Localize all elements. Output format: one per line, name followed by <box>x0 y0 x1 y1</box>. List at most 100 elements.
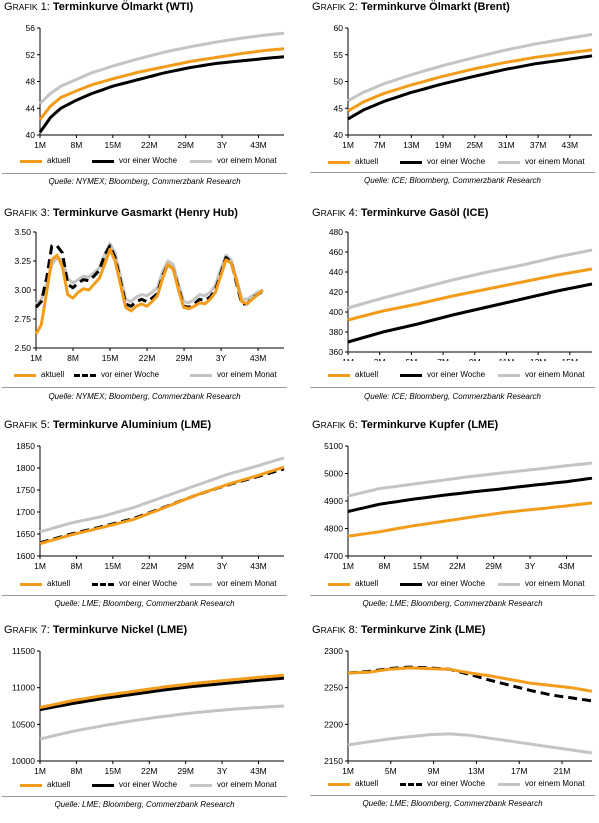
chart-title-text: Terminkurve Nickel (LME) <box>52 624 188 636</box>
series-line-aktuell <box>39 673 285 709</box>
series-line-aktuell <box>347 501 593 538</box>
chart-svg: 4700 4800 4900 5000 5100 1M 8M 15M 22M 29M 3Y 43M <box>324 441 593 571</box>
x-tick-label: 37M <box>530 140 547 150</box>
y-tick-label: 2150 <box>324 756 343 766</box>
x-tick-label: 15M <box>413 561 430 571</box>
series-line-aktuell <box>38 47 285 121</box>
series-line-vor-einer-woche <box>347 476 593 513</box>
chart-title-prefix-rest: RAFIK <box>12 420 38 430</box>
y-tick-label: 11000 <box>12 683 35 693</box>
x-tick-label: 7M <box>374 140 386 150</box>
divider <box>2 387 287 388</box>
y-tick-label: 1850 <box>16 441 35 451</box>
chart-title-number: 2: <box>345 1 361 13</box>
x-tick-label: 8M <box>71 561 83 571</box>
y-tick-label: 45 <box>334 103 344 113</box>
y-tick-label: 52 <box>26 50 36 60</box>
chart-title: GRAFIK 5: Terminkurve Aluminium (LME) <box>4 419 211 431</box>
y-tick-label: 56 <box>26 23 36 33</box>
y-tick-label: 3.00 <box>14 285 31 295</box>
y-tick-label: 2250 <box>324 683 343 693</box>
x-tick-label: 8M <box>379 561 391 571</box>
chart-title-prefix-rest: RAFIK <box>320 208 346 218</box>
legend-swatch <box>328 374 350 377</box>
chart-title-text: Terminkurve Aluminium (LME) <box>52 419 212 431</box>
y-tick-label: 1800 <box>16 463 35 473</box>
series-line-vor-einem-monat <box>347 248 593 310</box>
chart-title-prefix: G <box>4 419 13 431</box>
x-tick-label: 1M <box>342 561 354 571</box>
chart-title-prefix-rest: RAFIK <box>12 625 38 635</box>
chart-panel-4: GRAFIK 4: Terminkurve Gasöl (ICE) 360 380 4… <box>310 206 595 406</box>
series-line-aktuell <box>347 48 593 113</box>
chart-svg: 2.50 2.75 3.00 3.25 3.50 1M 8M 15M 22M 29M 3Y 43M <box>14 227 284 361</box>
legend-label: aktuell <box>355 370 379 379</box>
legend-label: vor einer Woche <box>101 370 160 379</box>
x-tick-label: 15M <box>105 766 122 776</box>
chart-title: GRAFIK 1: Terminkurve Ölmarkt (WTI) <box>4 1 193 13</box>
chart-title-text: Terminkurve Kupfer (LME) <box>360 419 499 431</box>
legend-swatch <box>190 583 212 586</box>
chart-panel-8: GRAFIK 8: Terminkurve Zink (LME) 2150 2200… <box>310 623 595 823</box>
y-tick-label: 3.50 <box>14 227 31 237</box>
chart-source: Quelle: NYMEX; Bloomberg, Commerzbank Re… <box>48 392 241 401</box>
legend-label: vor einer Woche <box>119 156 178 165</box>
legend-swatch <box>190 374 212 377</box>
chart-title-number: 1: <box>37 1 53 13</box>
x-tick-label: 43M <box>562 140 579 150</box>
x-tick-label: 15M <box>105 140 122 150</box>
chart-svg: 1600 1650 1700 1750 1800 1850 1M 8M 15M 22M 29M 3Y 4… <box>16 441 285 571</box>
legend-swatch <box>20 784 42 787</box>
y-tick-label: 1650 <box>16 529 35 539</box>
y-tick-label: 5000 <box>324 469 343 479</box>
chart-title: GRAFIK 3: Terminkurve Gasmarkt (Henry Hu… <box>4 207 238 219</box>
chart-source: Quelle: NYMEX; Bloomberg, Commerzbank Re… <box>48 177 241 186</box>
x-tick-label: 11M <box>498 357 514 361</box>
legend-swatch <box>92 160 114 163</box>
legend-label: aktuell <box>355 579 379 588</box>
chart-source: Quelle: LME; Bloomberg, Commerzbank Rese… <box>54 800 235 809</box>
chart-source: Quelle: ICE; Bloomberg, Commerzbank Rese… <box>364 392 541 401</box>
x-tick-label: 29M <box>176 353 193 361</box>
chart-panel-2: GRAFIK 2: Terminkurve Ölmarkt (Brent) 40 4… <box>310 0 595 200</box>
chart-source: Quelle: LME; Bloomberg, Commerzbank Rese… <box>362 799 543 808</box>
y-tick-label: 460 <box>329 247 343 257</box>
legend-swatch <box>328 161 350 164</box>
chart-title-prefix: G <box>312 207 321 219</box>
x-tick-label: 3Y <box>217 766 228 776</box>
series-line-vor-einer-woche <box>38 55 285 134</box>
y-tick-label: 2300 <box>324 646 343 656</box>
y-tick-label: 1750 <box>16 485 35 495</box>
x-tick-label: 29M <box>485 561 502 571</box>
legend-swatch <box>498 783 520 786</box>
x-tick-label: 43M <box>250 353 267 361</box>
chart-title: GRAFIK 8: Terminkurve Zink (LME) <box>312 624 485 636</box>
x-tick-label: 29M <box>177 561 194 571</box>
y-tick-label: 440 <box>329 267 343 277</box>
chart-title: GRAFIK 2: Terminkurve Ölmarkt (Brent) <box>312 1 510 13</box>
divider <box>2 173 287 174</box>
chart-title-prefix: G <box>4 624 13 636</box>
x-tick-label: 8M <box>71 766 83 776</box>
y-tick-label: 420 <box>329 287 343 297</box>
x-tick-label: 1M <box>34 766 46 776</box>
legend-label: vor einem Monat <box>525 579 585 588</box>
chart-title-prefix: G <box>312 624 321 636</box>
chart-title: GRAFIK 7: Terminkurve Nickel (LME) <box>4 624 187 636</box>
y-tick-label: 380 <box>329 327 343 337</box>
series-line-aktuell <box>39 465 285 546</box>
y-tick-label: 480 <box>329 227 343 237</box>
x-tick-label: 22M <box>141 766 158 776</box>
chart-svg: 360 380 400 420 440 460 480 1M 3M 5M 7M 9M 11M 13M 15M <box>329 227 593 361</box>
chart-source: Quelle: ICE; Bloomberg, Commerzbank Rese… <box>364 176 541 185</box>
y-tick-label: 50 <box>334 77 344 87</box>
x-tick-label: 1M <box>34 140 46 150</box>
y-tick-label: 2.75 <box>14 314 31 324</box>
x-tick-label: 1M <box>30 353 42 361</box>
y-tick-label: 2200 <box>324 719 343 729</box>
legend-label: aktuell <box>47 156 71 165</box>
legend-label: vor einer Woche <box>427 579 486 588</box>
legend-swatch <box>14 374 36 377</box>
y-tick-label: 48 <box>26 77 36 87</box>
series-line-aktuell <box>347 267 593 322</box>
